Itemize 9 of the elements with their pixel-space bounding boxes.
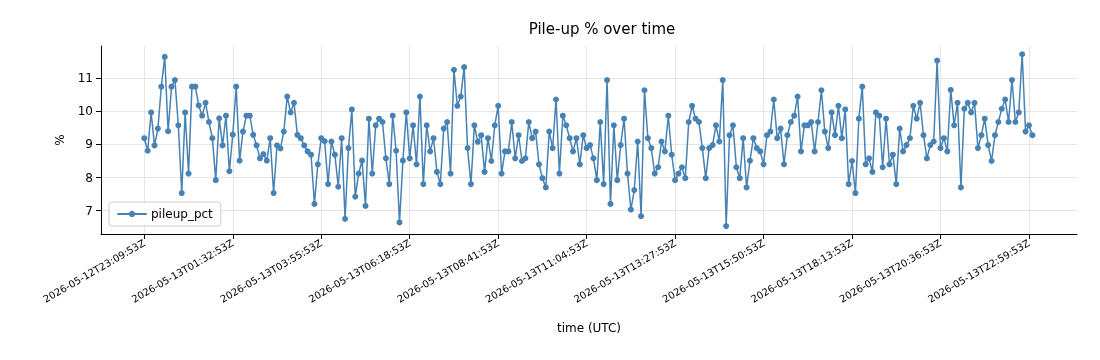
y-tick-label: 9 xyxy=(85,137,93,152)
y-axis-title: % xyxy=(53,134,67,146)
y-tick-label: 10 xyxy=(77,104,93,119)
legend-label: pileup_pct xyxy=(151,207,214,221)
y-tick-label: 11 xyxy=(77,71,93,86)
x-axis-title: time (UTC) xyxy=(556,321,622,335)
chart-title: Pile-up % over time xyxy=(528,19,676,38)
y-tick-label: 7 xyxy=(85,203,93,218)
y-tick-label: 8 xyxy=(85,170,93,185)
